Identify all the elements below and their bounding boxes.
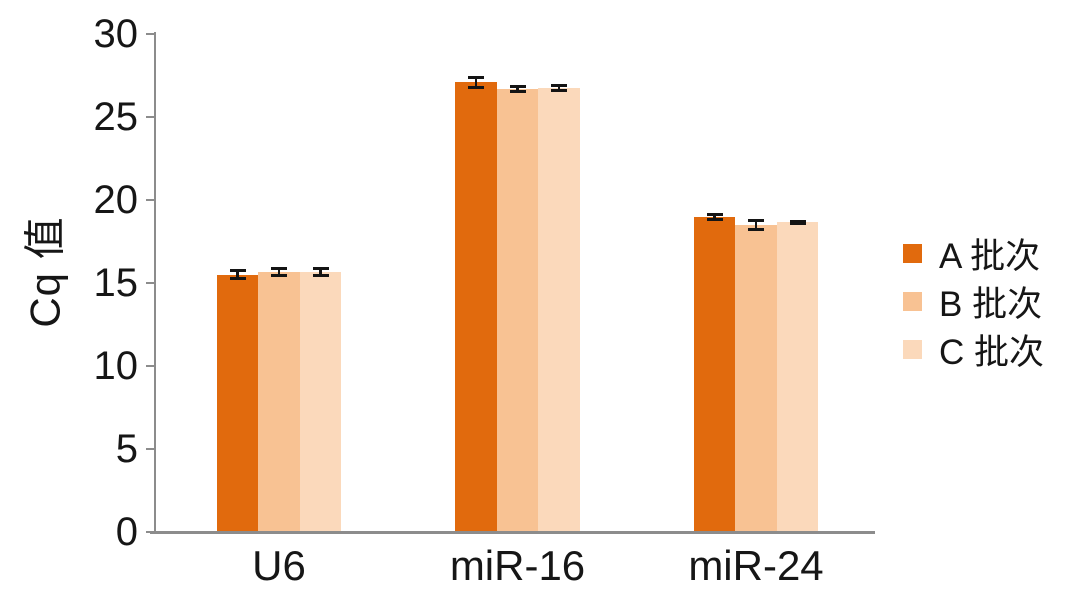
- y-tick-label: 5: [115, 427, 138, 471]
- bar-miR-24-series-3: [776, 222, 819, 533]
- y-tick-label: 25: [93, 95, 139, 139]
- bar-U6-series-3: [299, 272, 342, 533]
- x-axis-line: [150, 530, 875, 534]
- y-axis-line: [153, 32, 156, 534]
- error-bar-top-cap: [312, 267, 329, 271]
- x-category-label-U6: U6: [252, 542, 306, 589]
- legend: A 批次 B 批次 C 批次: [903, 234, 1044, 372]
- legend-item: B 批次: [903, 282, 1044, 324]
- error-bar-bottom-cap: [706, 217, 723, 221]
- bar-U6-series-1: [216, 274, 259, 533]
- bar-miR-16-series-3: [538, 87, 580, 533]
- bar-U6-series-2: [258, 272, 300, 533]
- error-bar-bottom-cap: [312, 274, 329, 278]
- legend-label: A 批次: [939, 237, 1041, 276]
- y-tick-mark: [146, 198, 155, 202]
- error-bar-top-cap: [789, 220, 806, 224]
- error-bar-bottom-cap: [789, 221, 806, 225]
- bar-miR-24-series-2: [735, 224, 777, 533]
- error-bar-top-cap: [229, 269, 246, 273]
- bar-miR-16-series-2: [496, 88, 539, 533]
- error-bar-stem: [557, 85, 561, 91]
- legend-swatch-icon: [903, 292, 922, 311]
- error-bar-stem: [754, 220, 758, 230]
- bar-miR-16-series-1: [455, 82, 497, 533]
- y-tick-mark: [146, 32, 155, 36]
- legend-item: A 批次: [903, 234, 1044, 276]
- error-bar-stem: [277, 268, 281, 276]
- error-bar-stem: [713, 214, 716, 220]
- error-bar-bottom-cap: [748, 227, 764, 231]
- error-bar-bottom-cap: [509, 89, 526, 93]
- error-bar-stem: [516, 86, 519, 92]
- error-bar-stem: [474, 77, 478, 88]
- error-bar-top-cap: [468, 75, 484, 79]
- legend-label: C 批次: [939, 333, 1045, 372]
- error-bar-bottom-cap: [229, 277, 246, 281]
- error-bar-top-cap: [271, 267, 287, 271]
- y-tick-label: 30: [93, 12, 139, 56]
- y-tick-mark: [146, 281, 155, 285]
- y-tick-label: 10: [93, 344, 139, 388]
- error-bar-stem: [319, 268, 322, 276]
- legend-swatch-icon: [903, 340, 922, 359]
- error-bar-top-cap: [551, 83, 567, 87]
- error-bar-bottom-cap: [468, 85, 484, 89]
- x-category-label-miR-24: miR-24: [688, 542, 824, 589]
- error-bar-stem: [236, 270, 239, 279]
- error-bar-bottom-cap: [271, 274, 287, 278]
- y-tick-mark: [146, 447, 155, 451]
- y-tick-mark: [146, 115, 155, 119]
- error-bar-bottom-cap: [551, 88, 567, 92]
- bar-miR-24-series-1: [693, 216, 736, 533]
- y-tick-label: 20: [93, 178, 139, 222]
- error-bar-top-cap: [748, 219, 764, 223]
- x-category-label-miR-16: miR-16: [449, 542, 586, 589]
- y-tick-label: 15: [93, 261, 139, 305]
- legend-label: B 批次: [939, 285, 1043, 324]
- error-bar-top-cap: [706, 212, 723, 216]
- error-bar-top-cap: [509, 84, 526, 88]
- legend-swatch-icon: [903, 244, 922, 263]
- legend-item: C 批次: [903, 330, 1044, 372]
- y-tick-label: 0: [115, 510, 138, 554]
- y-tick-mark: [146, 364, 155, 368]
